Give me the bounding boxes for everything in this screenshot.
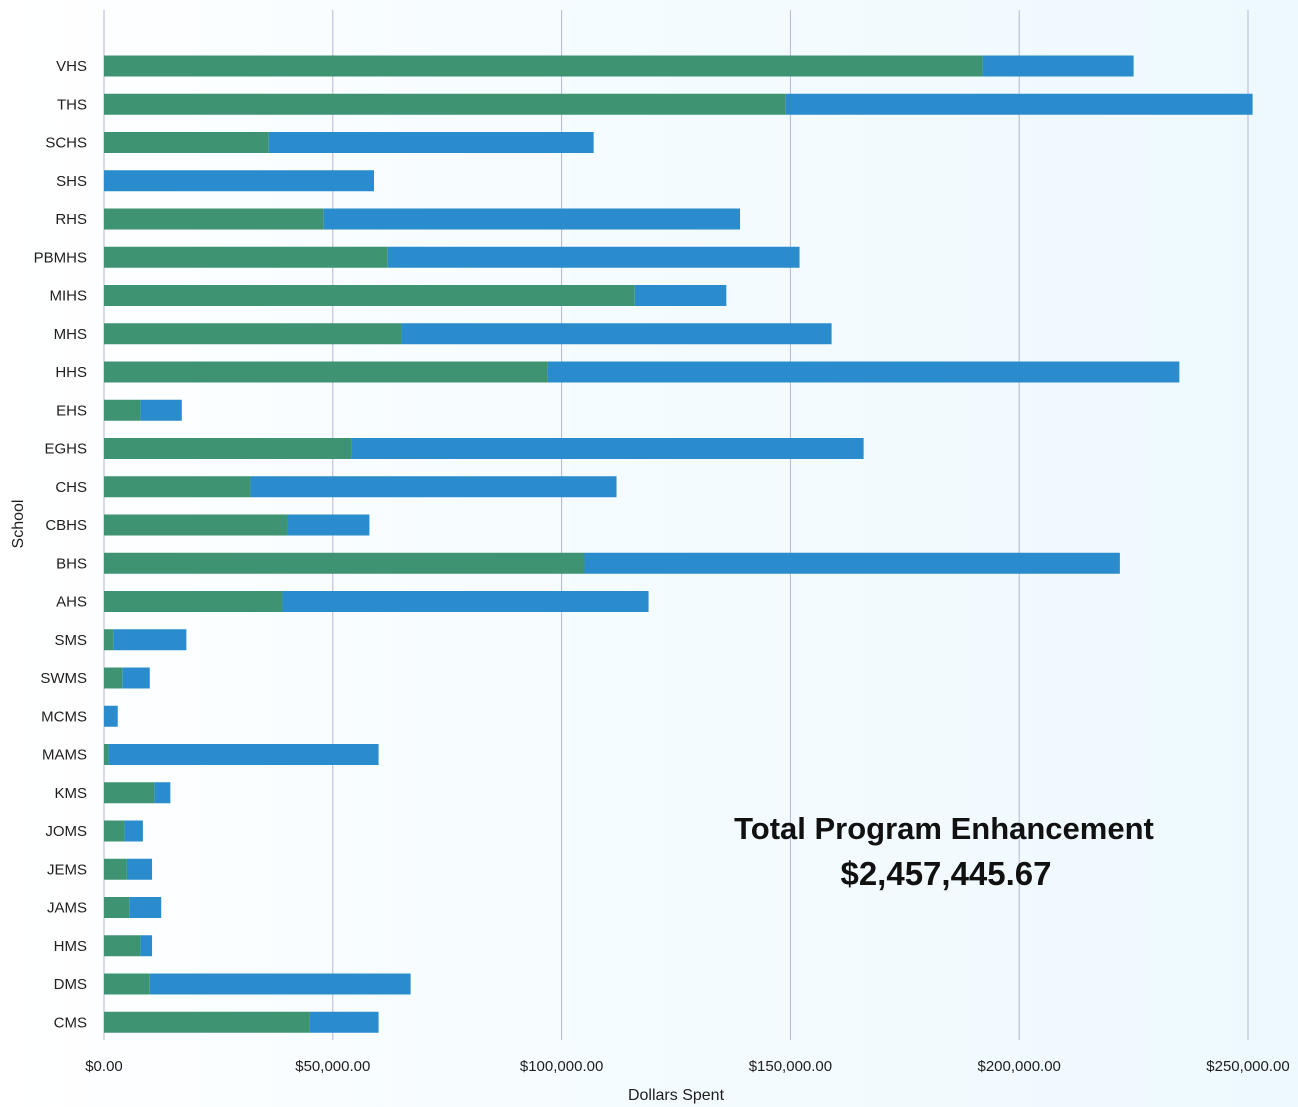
y-tick-label: SMS — [54, 632, 87, 649]
bar-segment-blue — [104, 705, 118, 727]
bar-segment-green — [104, 246, 388, 268]
bar-segment-green — [104, 1011, 310, 1033]
x-tick-label: $200,000.00 — [977, 1058, 1060, 1075]
y-tick-label: THS — [57, 96, 87, 113]
y-tick-label: BHS — [56, 555, 87, 572]
bar-segment-blue — [108, 744, 379, 765]
x-tick-label: $100,000.00 — [520, 1058, 603, 1075]
y-tick-label: VHS — [56, 58, 87, 75]
bar-segment-blue — [282, 591, 649, 612]
total-annotation-title: Total Program Enhancement — [734, 811, 1154, 846]
total-annotation-amount: $2,457,445.67 — [840, 855, 1051, 892]
y-tick-label: HHS — [55, 364, 87, 381]
x-tick-label: $50,000.00 — [295, 1058, 370, 1075]
bars — [104, 55, 1253, 1033]
y-tick-label: EHS — [56, 402, 87, 419]
bar-segment-blue — [124, 820, 143, 842]
bar-segment-green — [104, 897, 130, 918]
bar-segment-green — [104, 973, 150, 995]
bar-segment-green — [104, 935, 141, 957]
y-tick-label: MIHS — [50, 288, 88, 305]
bar-segment-blue — [113, 629, 187, 651]
bar-segment-blue — [547, 361, 1180, 383]
bar-segment-blue — [126, 858, 153, 880]
y-tick-label: PBMHS — [34, 249, 87, 266]
bar-segment-green — [104, 438, 352, 459]
bar-segment-blue — [104, 170, 374, 192]
bar-segment-blue — [634, 285, 727, 306]
bar-segment-green — [104, 744, 109, 765]
bar-segment-blue — [140, 399, 182, 421]
y-tick-label: CMS — [54, 1014, 87, 1031]
y-tick-label: MCMS — [41, 708, 87, 725]
bar-segment-blue — [149, 973, 411, 995]
x-tick-label: $250,000.00 — [1206, 1058, 1289, 1075]
bar-segment-green — [104, 399, 141, 421]
bar-segment-green — [104, 323, 402, 345]
bar-segment-blue — [351, 438, 864, 459]
x-axis-title: Dollars Spent — [628, 1087, 725, 1104]
y-tick-label: SWMS — [40, 670, 87, 687]
bar-segment-blue — [122, 667, 150, 689]
y-tick-label: EGHS — [44, 441, 87, 458]
y-tick-label: MAMS — [42, 747, 87, 764]
bar-segment-blue — [287, 514, 370, 536]
y-tick-labels: VHS THS SCHS SHS RHS PBMHS MIHS MHS HHS EHS EGHS CH… — [34, 58, 87, 1031]
bar-segment-blue — [387, 246, 800, 268]
bar-segment-green — [104, 285, 635, 306]
bar-segment-blue — [268, 132, 594, 153]
x-tick-labels: $0.00 $50,000.00 $100,000.00 $150,000.00 $20… — [85, 1058, 1289, 1075]
y-tick-label: KMS — [54, 785, 87, 802]
bar-segment-green — [104, 667, 123, 689]
x-tick-label: $150,000.00 — [749, 1058, 832, 1075]
y-tick-label: JEMS — [47, 861, 87, 878]
bar-segment-blue — [154, 782, 171, 804]
bar-segment-blue — [129, 897, 162, 918]
bar-segment-green — [104, 514, 288, 536]
bar-segment-green — [104, 208, 324, 230]
bar-segment-green — [104, 820, 125, 842]
bar-segment-blue — [323, 208, 741, 230]
bar-segment-green — [104, 782, 155, 804]
bar-segment-blue — [250, 476, 617, 498]
bar-segment-green — [104, 858, 127, 880]
y-axis-title: School — [10, 500, 27, 549]
y-tick-label: MHS — [54, 326, 87, 343]
y-tick-label: RHS — [55, 211, 87, 228]
y-tick-label: DMS — [54, 976, 87, 993]
bar-segment-green — [104, 361, 548, 383]
bar-segment-green — [104, 132, 269, 153]
y-tick-label: HMS — [54, 938, 87, 955]
y-tick-label: JAMS — [47, 900, 87, 917]
y-tick-label: JOMS — [45, 823, 87, 840]
bar-segment-green — [104, 93, 786, 115]
y-tick-label: CBHS — [45, 517, 87, 534]
bar-segment-blue — [309, 1011, 379, 1033]
y-tick-label: CHS — [55, 479, 87, 496]
y-tick-label: SHS — [56, 173, 87, 190]
bar-segment-blue — [584, 552, 1120, 574]
bar-segment-green — [104, 55, 983, 77]
bar-segment-blue — [785, 93, 1253, 115]
bar-segment-blue — [401, 323, 832, 345]
y-tick-label: SCHS — [45, 135, 87, 152]
bar-segment-green — [104, 552, 585, 574]
bar-segment-blue — [982, 55, 1134, 77]
y-tick-label: AHS — [56, 594, 87, 611]
x-tick-label: $0.00 — [85, 1058, 123, 1075]
bar-segment-green — [104, 591, 283, 612]
bar-segment-blue — [140, 935, 153, 957]
bar-segment-green — [104, 476, 251, 498]
bar-segment-green — [104, 629, 114, 651]
